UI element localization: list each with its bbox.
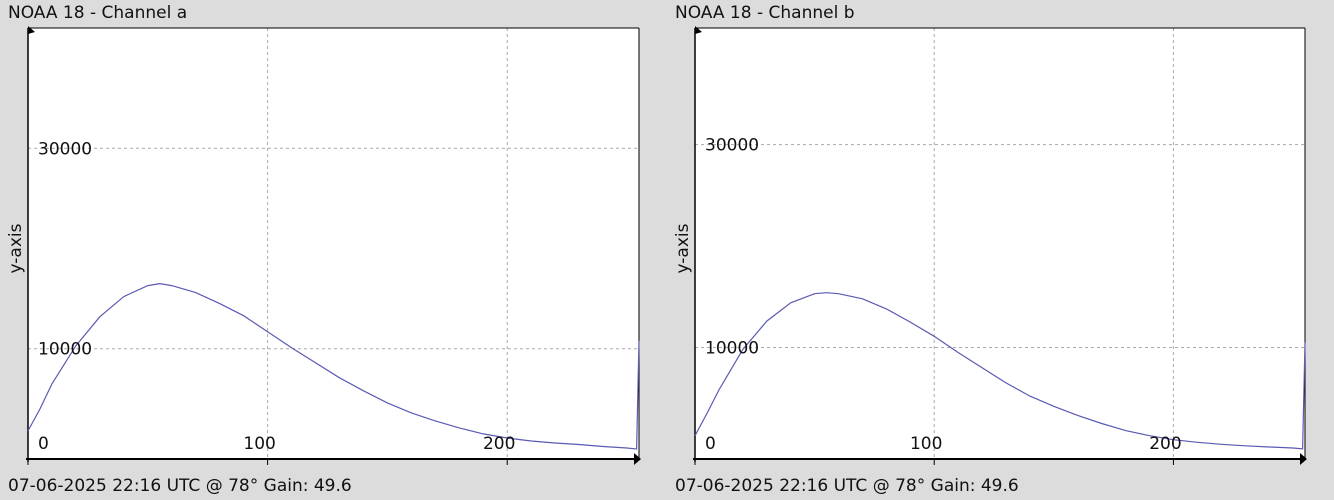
- chart-panel-channel-a: NOAA 18 - Channel a 10000 30000 0 100 200 y-a…: [6, 3, 641, 496]
- chart-title: NOAA 18 - Channel a: [8, 3, 188, 23]
- series-line: [694, 292, 1306, 450]
- chart-footer: 07-06-2025 22:16 UTC @ 78° Gain: 49.6: [8, 476, 352, 496]
- x-tick-label: 200: [483, 434, 515, 454]
- y-tick-label: 30000: [38, 139, 92, 159]
- series-line: [27, 282, 640, 450]
- chart-footer: 07-06-2025 22:16 UTC @ 78° Gain: 49.6: [675, 476, 1019, 496]
- chart-title: NOAA 18 - Channel b: [675, 3, 855, 23]
- plot-area: [695, 28, 1305, 459]
- y-tick-label: 10000: [705, 338, 759, 358]
- x-tick-label: 100: [910, 434, 942, 454]
- y-axis-label: y-axis: [6, 223, 26, 273]
- y-tick-label: 10000: [38, 340, 92, 360]
- y-axis-label: y-axis: [673, 223, 693, 273]
- x-axis-arrow: [634, 453, 641, 465]
- x-tick-label: 100: [243, 434, 275, 454]
- line-chart: 10000 30000 0 100 200 y-axis: [673, 26, 1307, 465]
- x-tick-label: 200: [1149, 434, 1181, 454]
- y-axis-arrow: [28, 26, 35, 34]
- x-tick-label: 0: [38, 434, 49, 454]
- line-chart: 10000 30000 0 100 200 y-axis: [6, 26, 641, 465]
- x-tick-label: 0: [705, 434, 716, 454]
- chart-panel-channel-b: NOAA 18 - Channel b 10000 30000 0 100 200 y-a…: [667, 0, 1334, 500]
- y-tick-label: 30000: [705, 136, 759, 156]
- plot-area: [28, 28, 639, 459]
- y-axis-arrow: [695, 26, 702, 34]
- x-axis-arrow: [1300, 453, 1307, 465]
